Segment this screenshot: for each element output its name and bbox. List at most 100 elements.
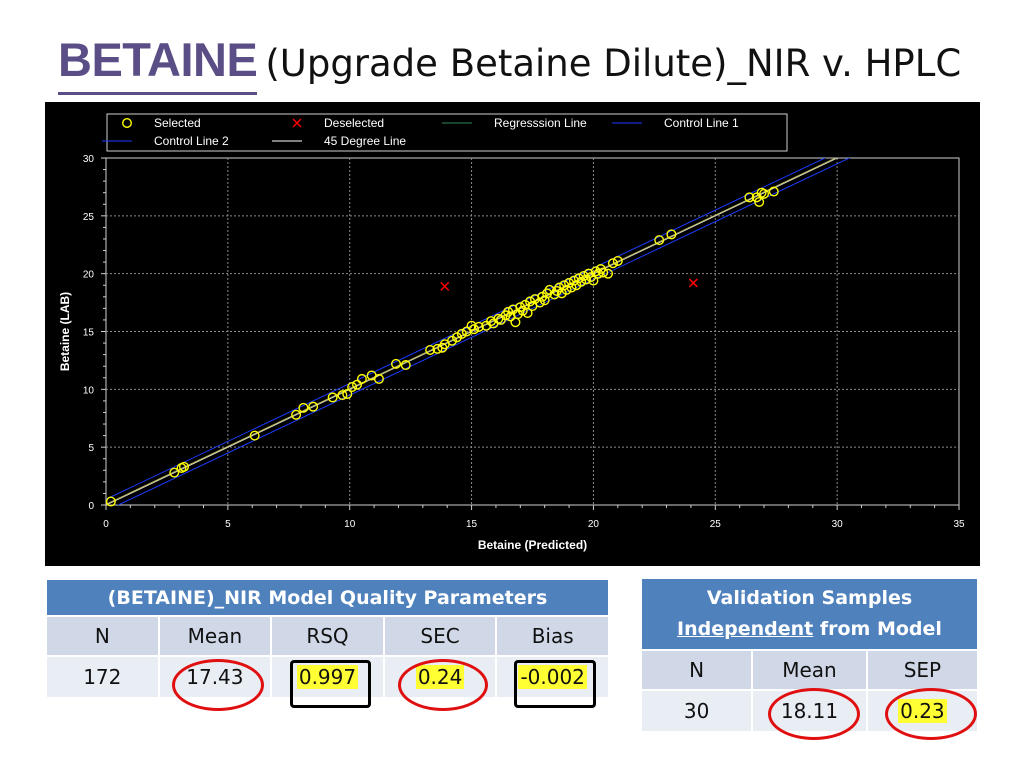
header-n: N [45,615,160,657]
y-tick-label: 10 [83,385,95,396]
selected-point [432,343,443,354]
control-line-2 [117,158,851,505]
selected-point [342,388,353,399]
selected-point [327,392,338,403]
x-tick-label: 30 [832,519,844,530]
legend-marker-deselected [292,118,302,128]
title-sub: (Upgrade Betaine Dilute)_NIR v. HPLC [265,42,962,85]
chart-svg: 0 5 10 15 20 25 30 35 0 5 10 15 20 25 30 Betaine (Predi… [58,113,965,552]
legend-marker-selected [121,118,132,129]
selected-point [425,345,436,356]
value-n: 172 [45,655,160,699]
val-value-sep-text: 0.23 [898,699,947,723]
y-tick-label: 0 [88,501,94,512]
x-tick-label: 25 [710,519,722,530]
selected-point [308,401,319,412]
validation-title-rest: from Model [813,618,942,640]
selected-point [337,390,348,401]
x-tick-label: 10 [344,519,356,530]
value-rsq: 0.997 [270,655,385,699]
legend-label: Control Line 2 [154,134,229,148]
selected-point [456,328,467,339]
selected-point [517,305,528,316]
value-mean: 17.43 [157,655,273,699]
val-value-sep: 0.23 [865,689,980,733]
y-tick-label: 5 [88,443,94,454]
x-tick-label: 20 [588,519,600,530]
model-quality-title: (BETAINE)_NIR Model Quality Parameters [45,578,610,617]
deselected-point [440,281,450,291]
legend-label: Deselected [324,116,384,130]
value-rsq-text: 0.997 [296,665,359,689]
val-header-mean: Mean [751,649,868,691]
value-bias-text: -0.002 [518,665,587,689]
selected-point [612,255,623,266]
selected-point [534,297,545,308]
validation-title-line1: Validation Samples [706,587,913,609]
legend-label: Regresssion Line [494,116,587,130]
selected-point [768,186,779,197]
legend-label: 45 Degree Line [324,134,406,148]
selected-point [473,321,484,332]
x-tick-label: 35 [953,519,965,530]
selected-point [581,274,592,285]
selected-point [576,276,587,287]
selected-point [400,360,411,371]
model-quality-table: (BETAINE)_NIR Model Quality Parameters N… [45,578,610,699]
y-tick-label: 25 [83,212,95,223]
header-rsq: RSQ [270,615,385,657]
header-bias: Bias [495,615,610,657]
selected-point [105,496,116,507]
selected-point [298,402,309,413]
selected-point [461,326,472,337]
x-axis-label: Betaine (Predicted) [478,538,587,552]
deselected-mark-stroke [688,278,698,288]
selected-point [654,235,665,246]
selected-point [603,268,614,279]
selected-point [759,188,770,199]
selected-point [169,467,180,478]
selected-point [566,282,577,293]
selected-point [352,379,363,390]
selected-point [588,275,599,286]
selected-point [598,267,609,278]
selected-point [373,373,384,384]
y-tick-label: 15 [83,328,95,339]
selected-point [486,316,497,327]
legend-box [106,113,788,152]
value-bias: -0.002 [495,655,610,699]
legend-label: Control Line 1 [664,116,739,130]
selected-point [607,258,618,269]
selected-point [754,196,765,207]
selected-point [539,295,550,306]
selected-point [347,382,358,393]
selected-point [291,409,302,420]
val-value-mean: 18.11 [751,689,868,733]
y-tick-label: 20 [83,270,95,281]
selected-point [590,266,601,277]
x-tick-label: 5 [225,519,231,530]
validation-table: Validation Samples Independent from Mode… [639,577,980,733]
val-header-sep: SEP [865,649,980,691]
legend-label: Selected [154,116,201,130]
value-sec: 0.24 [382,655,498,699]
validation-title-underlined: Independent [677,618,814,640]
header-mean: Mean [157,615,273,657]
selected-point [391,358,402,369]
x-tick-label: 0 [103,519,109,530]
line-45-degree [106,158,839,505]
page-title: BETAINE (Upgrade Betaine Dilute)_NIR v. H… [58,28,961,98]
selected-point [522,307,533,318]
val-value-n: 30 [639,689,754,733]
val-header-n: N [639,649,754,691]
selected-point [744,192,755,203]
value-sec-text: 0.24 [415,665,465,689]
validation-title: Validation Samples Independent from Mode… [640,577,979,651]
selected-point [356,373,367,384]
deselected-mark-stroke [440,281,450,291]
selected-point [505,311,516,322]
selected-point [510,317,521,328]
scatter-chart: 0 5 10 15 20 25 30 35 0 5 10 15 20 25 30 Betaine (Predi… [45,102,980,566]
x-tick-label: 15 [466,519,478,530]
y-tick-label: 30 [83,154,95,165]
